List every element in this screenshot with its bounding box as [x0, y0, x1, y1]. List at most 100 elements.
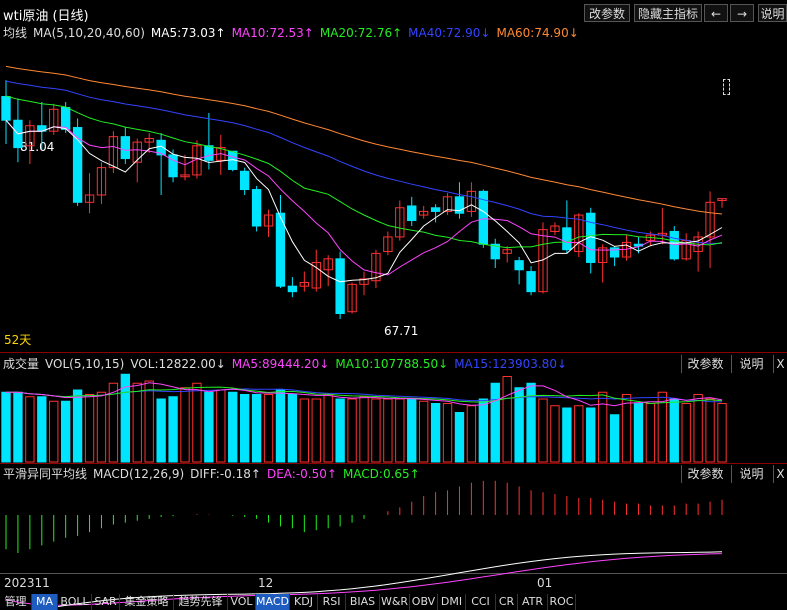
volume-bar [192, 382, 202, 463]
vol-ma15-line [6, 388, 723, 403]
candle-body [323, 258, 333, 271]
candle-body [550, 225, 560, 232]
tab-roc[interactable]: ROC [548, 594, 576, 610]
volume-bar [597, 391, 608, 463]
diff-line [33, 551, 723, 610]
hide-main-indicator-button[interactable]: 隐藏主指标 [634, 4, 702, 22]
volume-bar [204, 391, 214, 463]
ma40-line [5, 80, 723, 244]
volume-help-button[interactable]: 说明 [731, 355, 771, 373]
macd-change-params-button[interactable]: 改参数 [681, 465, 729, 483]
tab-kdj[interactable]: KDJ [290, 594, 318, 610]
volume-change-params-button[interactable]: 改参数 [681, 355, 729, 373]
legend-item: MA(5,10,20,40,60) [33, 26, 145, 40]
volume-bar [681, 403, 691, 463]
candle-body [25, 125, 35, 147]
candle-body [514, 260, 524, 271]
legend-item: MACD(12,26,9) [93, 467, 185, 481]
candle-body [299, 282, 310, 287]
tab-vol[interactable]: VOL [228, 594, 256, 610]
volume-legend: 成交量 VOL(5,10,15) VOL:12822.00↓ MA5:89444.20… [3, 355, 573, 372]
legend-item: MA10:107788.50↓ [335, 357, 449, 371]
volume-bar [383, 398, 393, 463]
tab-obv[interactable]: OBV [410, 594, 438, 610]
candle-body [502, 249, 512, 254]
candle-body [180, 174, 190, 178]
legend-item: MA40:72.90↓ [408, 26, 491, 40]
prev-arrow-icon[interactable]: ← [704, 4, 728, 22]
legend-item: DEA:-0.50↑ [266, 467, 337, 481]
tab-ma[interactable]: MA [32, 594, 58, 610]
legend-item: MA60:74.90↓ [496, 26, 579, 40]
volume-bar [359, 396, 369, 463]
volume-bar [132, 382, 142, 463]
change-params-button[interactable]: 改参数 [584, 4, 630, 22]
legend-item: MA10:72.53↑ [231, 26, 314, 40]
volume-bar [669, 398, 679, 463]
tab-boll[interactable]: BOLL [58, 594, 92, 610]
volume-bar [60, 400, 71, 463]
macd-legend: 平滑异同平均线 MACD(12,26,9) DIFF:-0.18↑ DEA:-0.50… [3, 465, 426, 482]
tab-[interactable]: 管理 [0, 594, 32, 610]
tab-wr[interactable]: W&R [380, 594, 410, 610]
volume-bar [538, 398, 548, 463]
crosshair-marker[interactable] [723, 79, 730, 95]
volume-bar [168, 396, 178, 463]
volume-bar [25, 396, 35, 463]
volume-bar [275, 389, 286, 463]
volume-bar [84, 394, 95, 463]
candle-body [192, 145, 202, 176]
candle-body [395, 207, 405, 238]
macd-help-button[interactable]: 说明 [731, 465, 771, 483]
tab-rsi[interactable]: RSI [318, 594, 346, 610]
candle-body [705, 201, 715, 238]
candle-body [311, 261, 321, 289]
candle-body [574, 214, 584, 253]
candle-body [407, 205, 417, 222]
candle-body [418, 210, 429, 216]
next-arrow-icon[interactable]: → [730, 4, 754, 22]
candle-body [347, 283, 357, 313]
volume-bar [454, 412, 465, 463]
legend-item: MACD:0.65↑ [342, 467, 420, 481]
tab-sar[interactable]: SAR [92, 594, 120, 610]
candle-body [454, 196, 465, 214]
volume-bar [430, 403, 441, 463]
volume-bar [311, 398, 321, 463]
candle-body [132, 141, 142, 163]
tab-macd[interactable]: MACD [256, 594, 290, 610]
volume-bar [657, 391, 668, 463]
legend-item: 成交量 [3, 357, 40, 371]
volume-bar [693, 394, 703, 463]
candle-body [239, 170, 250, 191]
tab-[interactable]: 趋势先锋 [174, 594, 228, 610]
macd-close-button[interactable]: X [773, 465, 787, 483]
candle-body [383, 236, 393, 253]
volume-bar [299, 398, 310, 463]
volume-bar [120, 373, 131, 463]
help-button[interactable]: 说明 [758, 4, 787, 22]
volume-close-button[interactable]: X [773, 355, 787, 373]
tab-cci[interactable]: CCI [466, 594, 496, 610]
chart-title: wti原油 (日线) [3, 9, 89, 24]
volume-bar [705, 398, 715, 463]
volume-bar [371, 398, 381, 463]
volume-bar [609, 414, 620, 463]
legend-item: MA20:72.76↑ [319, 26, 403, 40]
volume-bar [574, 405, 584, 463]
tab-bias[interactable]: BIAS [346, 594, 380, 610]
volume-bar [347, 398, 357, 463]
tab-atr[interactable]: ATR [518, 594, 548, 610]
candle-body [371, 252, 381, 282]
volume-bar [490, 382, 500, 463]
tab-dmi[interactable]: DMI [438, 594, 466, 610]
legend-item: 均线 [3, 26, 28, 40]
tab-cr[interactable]: CR [496, 594, 518, 610]
candle-body [526, 271, 536, 293]
vol-ma5-line [6, 382, 723, 407]
tab-[interactable]: 集金策略 [120, 594, 174, 610]
candle-body [562, 227, 572, 251]
volume-bar [251, 394, 262, 463]
candle-body [84, 194, 95, 203]
